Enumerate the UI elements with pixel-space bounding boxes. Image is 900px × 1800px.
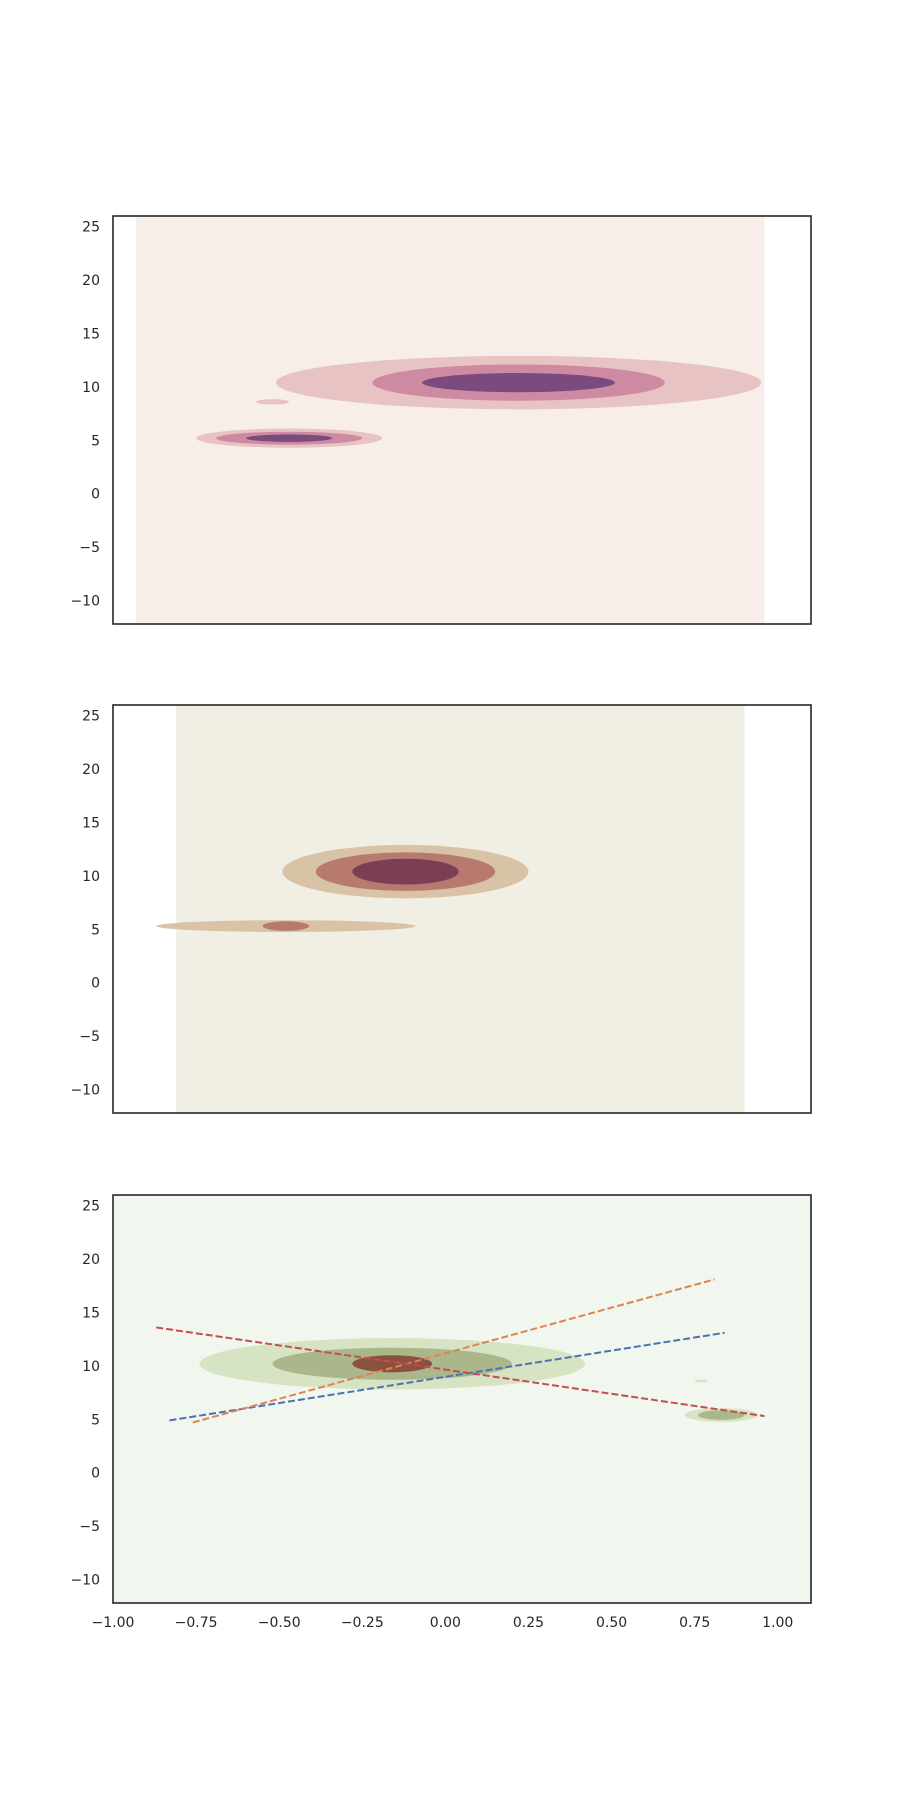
x-tick-label: 1.00 (762, 1615, 793, 1631)
y-tick-label: 25 (82, 1199, 100, 1215)
y-tick-label: −5 (79, 1519, 100, 1535)
x-tick-label: −0.25 (341, 1615, 384, 1631)
y-tick-label: −10 (70, 594, 100, 610)
contour-region-2-level-2 (262, 921, 310, 931)
x-tick-label: 0.25 (513, 1615, 544, 1631)
contour-region-1-level-3 (422, 373, 615, 393)
y-tick-label: 10 (82, 1359, 100, 1375)
contour-region-3-level-1 (694, 1379, 708, 1383)
plot-area (156, 705, 745, 1113)
y-tick-label: −5 (79, 540, 100, 556)
y-tick-label: 0 (91, 487, 100, 503)
y-tick-label: −10 (70, 1573, 100, 1589)
y-tick-label: 5 (91, 433, 100, 449)
y-tick-label: 15 (82, 326, 100, 342)
y-tick-label: 5 (91, 922, 100, 938)
density-background (136, 216, 765, 624)
y-tick-label: 0 (91, 976, 100, 992)
contour-region-1-level-3 (352, 1355, 433, 1373)
x-tick-label: −0.50 (258, 1615, 301, 1631)
chart-panel-1: −10 −5 0 5 10 15 20 25 (70, 215, 812, 625)
contour-region-2-level-2 (697, 1410, 745, 1420)
contour-region-1-level-3 (352, 858, 459, 885)
axes-frame (112, 1194, 812, 1604)
fit-line-1 (169, 1331, 725, 1422)
y-tick-label: −10 (70, 1083, 100, 1099)
axes-frame (112, 704, 812, 1114)
y-tick-label: 20 (82, 273, 100, 289)
y-tick-label: 20 (82, 1252, 100, 1268)
x-tick-label: −1.00 (92, 1615, 135, 1631)
chart-panel-2: −10 −5 0 5 10 15 20 25 (70, 704, 812, 1114)
axes-frame (112, 215, 812, 625)
y-tick-label: 5 (91, 1412, 100, 1428)
density-background (176, 705, 745, 1113)
x-tick-label: −0.75 (175, 1615, 218, 1631)
contour-region-2-level-3 (245, 434, 333, 442)
y-tick-label: 25 (82, 709, 100, 725)
contour-region-3-level-1 (255, 399, 290, 405)
x-tick-label: 0.50 (596, 1615, 627, 1631)
plot-area (113, 1195, 811, 1603)
y-tick-label: 0 (91, 1466, 100, 1482)
fit-line-3 (156, 1326, 765, 1418)
y-tick-label: 25 (82, 220, 100, 236)
y-tick-label: 15 (82, 1305, 100, 1321)
y-tick-label: −5 (79, 1029, 100, 1045)
plot-area (136, 216, 765, 624)
y-tick-label: 10 (82, 380, 100, 396)
x-tick-label: 0.75 (679, 1615, 710, 1631)
y-tick-label: 15 (82, 815, 100, 831)
fit-line-2 (192, 1278, 715, 1424)
y-tick-label: 10 (82, 869, 100, 885)
y-tick-label: 20 (82, 762, 100, 778)
density-background (113, 1195, 811, 1603)
x-tick-label: 0.00 (430, 1615, 461, 1631)
chart-panel-3: −10 −5 0 5 10 15 20 25 −1.00 −0.75 −0.50 −0.25 0.00 0… (70, 1194, 812, 1631)
